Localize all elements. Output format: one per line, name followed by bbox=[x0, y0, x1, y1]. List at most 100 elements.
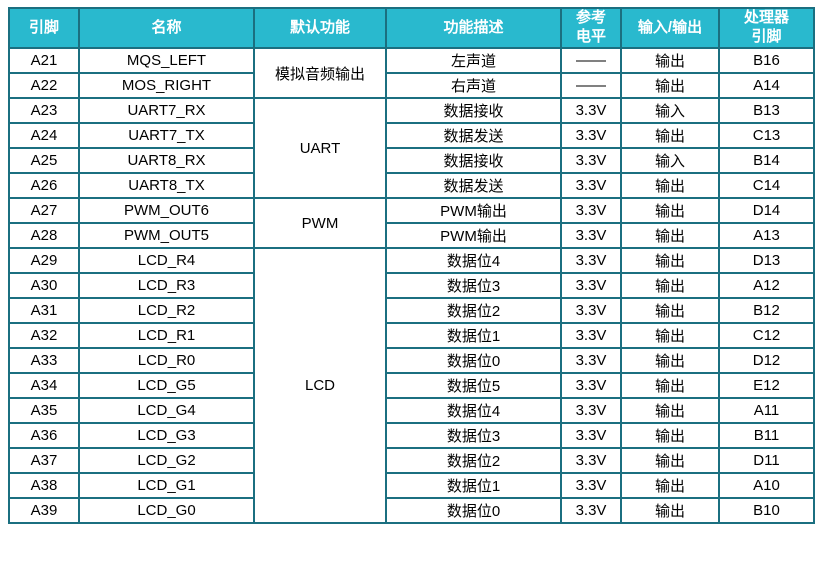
io-cell: 输入 bbox=[620, 147, 720, 174]
function-desc-cell: 数据位4 bbox=[385, 397, 562, 424]
io-cell: 输出 bbox=[620, 447, 720, 474]
ref-level-cell: 3.3V bbox=[560, 272, 622, 299]
io-cell: 输出 bbox=[620, 322, 720, 349]
name-cell: MQS_LEFT bbox=[78, 47, 255, 74]
col-header-ref-level: 参考 电平 bbox=[560, 7, 622, 49]
name-cell: LCD_G1 bbox=[78, 472, 255, 499]
name-cell: PWM_OUT6 bbox=[78, 197, 255, 224]
function-desc-cell: 数据位3 bbox=[385, 422, 562, 449]
processor-pin-cell: B14 bbox=[718, 147, 815, 174]
ref-level-cell: 3.3V bbox=[560, 247, 622, 274]
table-row: A35 LCD_G4 数据位4 3.3V 输出 A11 bbox=[8, 397, 815, 424]
table-row: A37 LCD_G2 数据位2 3.3V 输出 D11 bbox=[8, 447, 815, 474]
table-row: A25 UART8_RX 数据接收 3.3V 输入 B14 bbox=[8, 147, 815, 174]
pin-cell: A31 bbox=[8, 297, 80, 324]
processor-pin-cell: D11 bbox=[718, 447, 815, 474]
table-row: A29 LCD_R4 LCD 数据位4 3.3V 输出 D13 bbox=[8, 247, 815, 524]
table-row: A31 LCD_R2 数据位2 3.3V 输出 B12 bbox=[8, 297, 815, 324]
function-desc-cell: 数据位3 bbox=[385, 272, 562, 299]
table-body: A21 MQS_LEFT 模拟音频输出 左声道 —— 输出 B16 A22 MOS_RIGHT 右… bbox=[8, 47, 815, 524]
function-desc-cell: 数据位4 bbox=[385, 247, 562, 274]
io-cell: 输出 bbox=[620, 497, 720, 524]
name-cell: UART7_RX bbox=[78, 97, 255, 124]
table-row: A27 PWM_OUT6 PWM PWM输出 3.3V 输出 D14 bbox=[8, 197, 815, 249]
ref-level-cell: 3.3V bbox=[560, 422, 622, 449]
io-cell: 输出 bbox=[620, 47, 720, 74]
function-desc-cell: 右声道 bbox=[385, 72, 562, 99]
table-row: A24 UART7_TX 数据发送 3.3V 输出 C13 bbox=[8, 122, 815, 149]
function-desc-cell: 数据位1 bbox=[385, 322, 562, 349]
table-header: 引脚 名称 默认功能 功能描述 参考 电平 输入/输出 处理器 引脚 bbox=[8, 7, 815, 49]
processor-pin-cell: A10 bbox=[718, 472, 815, 499]
processor-pin-cell: A12 bbox=[718, 272, 815, 299]
processor-pin-cell: B10 bbox=[718, 497, 815, 524]
table-row: A22 MOS_RIGHT 右声道 —— 输出 A14 bbox=[8, 72, 815, 99]
processor-pin-cell: A11 bbox=[718, 397, 815, 424]
function-desc-cell: 数据接收 bbox=[385, 97, 562, 124]
pin-cell: A27 bbox=[8, 197, 80, 224]
name-cell: MOS_RIGHT bbox=[78, 72, 255, 99]
pin-cell: A25 bbox=[8, 147, 80, 174]
function-desc-cell: 数据位2 bbox=[385, 447, 562, 474]
function-desc-cell: 数据发送 bbox=[385, 172, 562, 199]
ref-level-cell: 3.3V bbox=[560, 172, 622, 199]
io-cell: 输出 bbox=[620, 122, 720, 149]
name-cell: LCD_R0 bbox=[78, 347, 255, 374]
name-cell: LCD_G5 bbox=[78, 372, 255, 399]
io-cell: 输出 bbox=[620, 397, 720, 424]
io-cell: 输出 bbox=[620, 297, 720, 324]
processor-pin-cell: D12 bbox=[718, 347, 815, 374]
processor-pin-cell: D13 bbox=[718, 247, 815, 274]
io-cell: 输出 bbox=[620, 422, 720, 449]
processor-pin-cell: B11 bbox=[718, 422, 815, 449]
pin-table-container: 引脚 名称 默认功能 功能描述 参考 电平 输入/输出 处理器 引脚 A21 MQ… bbox=[8, 7, 815, 524]
col-header-function-desc: 功能描述 bbox=[385, 7, 562, 49]
pin-cell: A37 bbox=[8, 447, 80, 474]
function-desc-cell: PWM输出 bbox=[385, 197, 562, 224]
ref-level-cell: —— bbox=[560, 72, 622, 99]
function-desc-cell: 数据位0 bbox=[385, 497, 562, 524]
name-cell: UART8_RX bbox=[78, 147, 255, 174]
ref-level-cell: 3.3V bbox=[560, 222, 622, 249]
ref-level-cell: 3.3V bbox=[560, 472, 622, 499]
pin-cell: A30 bbox=[8, 272, 80, 299]
processor-pin-cell: A14 bbox=[718, 72, 815, 99]
pin-cell: A28 bbox=[8, 222, 80, 249]
pin-cell: A21 bbox=[8, 47, 80, 74]
table-row: A21 MQS_LEFT 模拟音频输出 左声道 —— 输出 B16 bbox=[8, 47, 815, 99]
name-cell: PWM_OUT5 bbox=[78, 222, 255, 249]
pin-cell: A26 bbox=[8, 172, 80, 199]
ref-level-cell: 3.3V bbox=[560, 97, 622, 124]
col-header-processor-pin: 处理器 引脚 bbox=[718, 7, 815, 49]
table-row: A28 PWM_OUT5 PWM输出 3.3V 输出 A13 bbox=[8, 222, 815, 249]
pin-cell: A34 bbox=[8, 372, 80, 399]
name-cell: LCD_R1 bbox=[78, 322, 255, 349]
function-desc-cell: 数据接收 bbox=[385, 147, 562, 174]
table-row: A36 LCD_G3 数据位3 3.3V 输出 B11 bbox=[8, 422, 815, 449]
processor-pin-cell: B12 bbox=[718, 297, 815, 324]
pin-definition-table: 引脚 名称 默认功能 功能描述 参考 电平 输入/输出 处理器 引脚 A21 MQ… bbox=[8, 7, 815, 524]
io-cell: 输入 bbox=[620, 97, 720, 124]
name-cell: LCD_G3 bbox=[78, 422, 255, 449]
pin-cell: A39 bbox=[8, 497, 80, 524]
pin-cell: A22 bbox=[8, 72, 80, 99]
ref-level-cell: 3.3V bbox=[560, 322, 622, 349]
name-cell: LCD_G4 bbox=[78, 397, 255, 424]
ref-level-cell: 3.3V bbox=[560, 497, 622, 524]
table-row: A32 LCD_R1 数据位1 3.3V 输出 C12 bbox=[8, 322, 815, 349]
ref-level-cell: 3.3V bbox=[560, 372, 622, 399]
default-function-cell: LCD bbox=[253, 247, 387, 524]
table-row: A33 LCD_R0 数据位0 3.3V 输出 D12 bbox=[8, 347, 815, 374]
col-header-io: 输入/输出 bbox=[620, 7, 720, 49]
ref-level-cell: —— bbox=[560, 47, 622, 74]
function-desc-cell: 数据位1 bbox=[385, 472, 562, 499]
ref-level-cell: 3.3V bbox=[560, 297, 622, 324]
ref-level-cell: 3.3V bbox=[560, 447, 622, 474]
table-row: A26 UART8_TX 数据发送 3.3V 输出 C14 bbox=[8, 172, 815, 199]
pin-cell: A23 bbox=[8, 97, 80, 124]
processor-pin-cell: C14 bbox=[718, 172, 815, 199]
col-header-name: 名称 bbox=[78, 7, 255, 49]
io-cell: 输出 bbox=[620, 197, 720, 224]
io-cell: 输出 bbox=[620, 372, 720, 399]
function-desc-cell: 左声道 bbox=[385, 47, 562, 74]
